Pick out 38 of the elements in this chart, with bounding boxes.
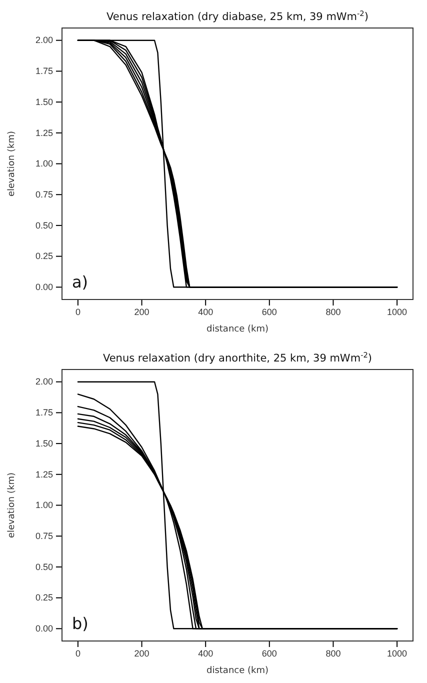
x-tick-label: 0 [75, 306, 80, 317]
y-tick-label: 1.25 [35, 128, 53, 138]
annotation: a) [72, 272, 88, 292]
x-tick-label: 600 [262, 648, 277, 658]
y-tick-label: 0.00 [35, 624, 53, 634]
y-tick-label: 0.00 [35, 282, 53, 292]
x-tick-label: 400 [198, 648, 214, 658]
y-tick-label: 0.25 [35, 251, 53, 262]
x-tick-label: 1000 [387, 648, 408, 658]
y-tick-label: 1.00 [35, 500, 53, 510]
chart-title: Venus relaxation (dry diabase, 25 km, 39 mWm$^{-2}$) [106, 8, 368, 23]
x-tick-label: 1000 [387, 306, 408, 317]
x-tick-label: 600 [262, 306, 277, 317]
y-tick-label: 1.75 [35, 408, 53, 418]
y-tick-label: 2.00 [35, 376, 53, 387]
y-tick-label: 0.50 [35, 562, 53, 572]
y-tick-label: 0.50 [35, 220, 53, 230]
y-axis-title: elevation (km) [7, 472, 17, 538]
annotation: b) [72, 614, 88, 633]
y-tick-label: 0.75 [35, 189, 53, 200]
x-tick-label: 400 [198, 306, 214, 317]
x-tick-label: 200 [134, 648, 150, 658]
x-axis-title: distance (km) [206, 324, 268, 334]
y-tick-label: 1.50 [35, 438, 53, 448]
y-tick-label: 2.00 [35, 35, 53, 46]
x-tick-label: 0 [75, 648, 80, 658]
x-tick-label: 800 [326, 648, 341, 658]
x-axis-title: distance (km) [206, 666, 268, 676]
y-tick-label: 1.00 [35, 158, 53, 169]
x-tick-label: 200 [134, 306, 150, 317]
y-tick-label: 1.25 [35, 469, 53, 480]
y-tick-label: 0.75 [35, 530, 53, 541]
y-tick-label: 0.25 [35, 592, 53, 603]
y-tick-label: 1.50 [35, 96, 53, 107]
y-axis-title: elevation (km) [7, 130, 17, 197]
chart-title: Venus relaxation (dry anorthite, 25 km, 39 mWm$^{-2}$) [102, 350, 372, 364]
y-tick-label: 1.75 [35, 66, 53, 76]
x-tick-label: 800 [326, 306, 341, 317]
